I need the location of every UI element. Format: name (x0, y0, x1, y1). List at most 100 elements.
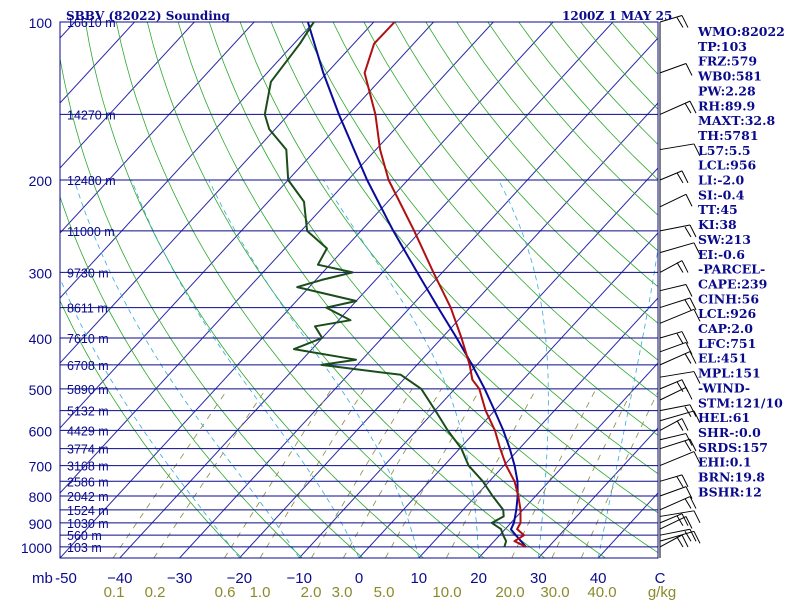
wind-barb-flag (676, 381, 684, 392)
wind-barb-flag (681, 15, 689, 28)
wind-barb-shaft (659, 410, 695, 422)
parcel-profile-line (306, 22, 527, 548)
wind-barb-flag (685, 194, 693, 207)
mixing-ratio-tick-label: 0.2 (145, 584, 166, 600)
wind-barb-shaft (659, 534, 683, 548)
background-lines (60, 22, 658, 558)
stats-item: EI:-0.6 (698, 247, 745, 262)
pressure-tick-label: 500 (29, 382, 53, 398)
wind-barb-shaft (659, 474, 683, 482)
wind-barb-flag (693, 510, 701, 524)
height-label: 3774 m (67, 443, 109, 457)
height-label: 2586 m (67, 475, 109, 489)
dry-adiabat-line (270, 22, 658, 475)
wind-barb-flag (681, 260, 689, 273)
stats-item: HEL:61 (698, 410, 750, 425)
chart-time-label: 1200Z 1 MAY 25 (562, 9, 672, 23)
isotherm-line (358, 232, 658, 558)
isobar-lines (60, 21, 658, 548)
pressure-tick-label: 600 (29, 423, 53, 439)
wind-barb-shaft (659, 284, 687, 292)
dry-adiabat-line (60, 195, 303, 558)
isotherm-line (179, 37, 658, 558)
mixing-ratio-tick-label: 2.0 (301, 584, 322, 600)
stats-item: LFC:751 (698, 336, 756, 351)
isotherm-line (418, 297, 658, 558)
stats-item: SHR-:0.0 (698, 425, 761, 440)
wind-barb-flag (676, 420, 684, 431)
wind-barb-shaft (659, 371, 695, 378)
temperature-tick-label: 0 (355, 570, 363, 587)
stats-item: MAXT:32.8 (698, 113, 775, 128)
wind-barb-flag (676, 476, 684, 488)
wind-barb-shaft (659, 530, 695, 542)
dry-adiabat-line (115, 22, 485, 558)
wind-barb-flag (689, 100, 697, 114)
wind-barb-flag (676, 333, 684, 344)
dry-adiabat-line (239, 22, 658, 514)
stats-item: EHI:0.1 (698, 455, 752, 470)
wind-barbs (659, 15, 701, 558)
pressure-tick-label: 700 (29, 459, 53, 475)
mixing-ratio-tick-label: 0.1 (104, 584, 125, 600)
temperature-tick-label: −20 (227, 570, 252, 587)
height-label: 16610 m (67, 16, 116, 30)
temperature-tick-label: 10 (410, 570, 427, 587)
wind-barb-shaft (659, 242, 695, 254)
height-label: 6708 m (67, 359, 109, 373)
mixing-ratio-tick-label: 3.0 (332, 584, 353, 600)
wind-barb-shaft (659, 260, 683, 273)
wind-barb-flag (689, 529, 697, 542)
wind-barb-flag (681, 474, 689, 488)
height-label: 2042 m (67, 490, 109, 504)
mixing-ratio-unit-label: g/kg (648, 584, 676, 600)
moist-adiabat-line (60, 277, 240, 558)
mixing-ratio-line (342, 388, 442, 558)
wind-barb-flag (693, 451, 701, 464)
mixing-ratio-tick-label: 5.0 (374, 584, 395, 600)
isotherm-line (538, 427, 658, 558)
dry-adiabat-line (456, 22, 658, 252)
height-label: 103 m (67, 541, 102, 555)
wind-barb-flag (684, 440, 692, 452)
pressure-tick-label: 800 (29, 489, 53, 505)
wind-barb-shaft (659, 143, 695, 151)
mixing-ratio-line (224, 388, 332, 558)
isotherm-line (119, 22, 614, 558)
stats-item: KI:38 (698, 217, 737, 232)
moist-adiabat-line (597, 246, 658, 558)
pressure-unit-label: mb (32, 570, 53, 587)
wind-barb-shaft (659, 486, 687, 497)
stats-item: MPL:151 (698, 366, 761, 381)
wind-barb-shaft (659, 379, 683, 390)
wind-barb-flag (685, 63, 693, 76)
dry-adiabat-line (425, 22, 658, 288)
moist-adiabat-line (131, 179, 360, 558)
temperature-tick-label: -50 (55, 570, 77, 587)
wind-barb-flag (689, 224, 697, 238)
temperature-tick-label: 30 (530, 570, 547, 587)
wind-barb-flag (684, 299, 692, 311)
wind-barb-shaft (659, 341, 687, 353)
stats-item: TH:5781 (698, 128, 759, 143)
wind-barb-shaft (659, 438, 691, 450)
mixing-ratio-line (445, 388, 537, 558)
mixing-ratio-tick-label: 0.6 (215, 584, 236, 600)
wind-barb-flag (681, 331, 689, 344)
stats-item: WMO:82022 (697, 24, 785, 39)
wind-barb-flag (676, 515, 684, 526)
dry-adiabat-line (332, 22, 658, 398)
wind-barb-flag (693, 531, 701, 544)
mixing-ratio-line (580, 390, 658, 558)
wind-barb-flag (684, 406, 692, 417)
temperature-tick-label: −10 (286, 570, 311, 587)
moist-adiabat-line (323, 179, 479, 558)
temperature-tick-label: 20 (470, 570, 487, 587)
wind-barb-flag (684, 226, 692, 238)
mixing-ratio-tick-label: 10.0 (432, 584, 461, 600)
height-label: 5890 m (67, 383, 109, 397)
wind-barb-flag (676, 172, 684, 184)
wind-barb-flag (693, 410, 701, 424)
wind-barb-flag (684, 498, 692, 509)
